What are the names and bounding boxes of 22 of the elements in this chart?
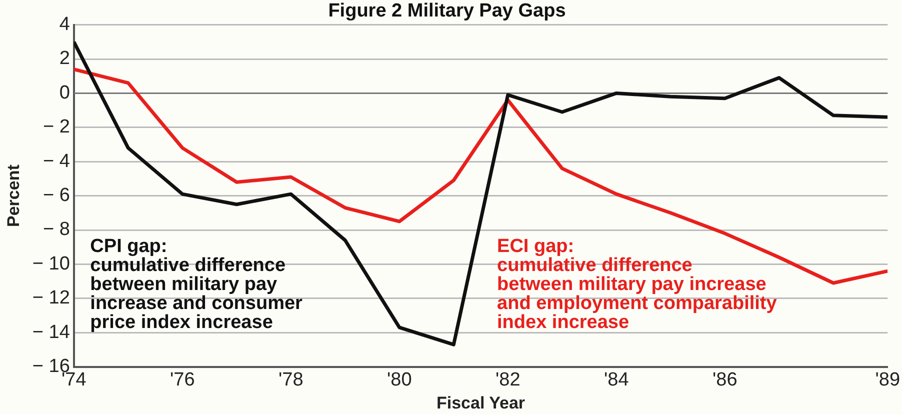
x-tick-label: '82	[496, 369, 520, 390]
y-tick-label: − 14	[32, 322, 70, 343]
y-tick-label: − 2	[42, 116, 70, 138]
y-tick-label: − 6	[42, 185, 70, 206]
y-tick-label: − 4	[42, 150, 70, 172]
annotation: CPI gap: cumulative difference between military pay increase and consumer price index increase	[90, 236, 302, 333]
y-tick-label: − 12	[32, 288, 70, 309]
y-tick-label: 0	[59, 82, 70, 104]
y-tick-label: − 8	[42, 219, 70, 240]
x-tick-label: '78	[278, 369, 304, 390]
x-tick-label: '89	[875, 369, 900, 390]
x-tick-label: '84	[604, 369, 630, 390]
annotation: ECI gap: cumulative difference between military pay increase and employment comparability index increase	[497, 236, 777, 333]
y-axis-title: Percent	[4, 164, 23, 227]
y-tick-label: − 10	[32, 253, 70, 274]
x-tick-label: '76	[170, 369, 195, 390]
y-tick-label: 4	[59, 14, 70, 36]
chart-title: Figure 2 Military Pay Gaps	[328, 0, 566, 22]
y-tick-label: 2	[59, 48, 70, 70]
x-tick-label: '86	[712, 369, 738, 390]
x-axis-title: Fiscal Year	[436, 393, 526, 412]
x-tick-label: '80	[387, 369, 412, 390]
